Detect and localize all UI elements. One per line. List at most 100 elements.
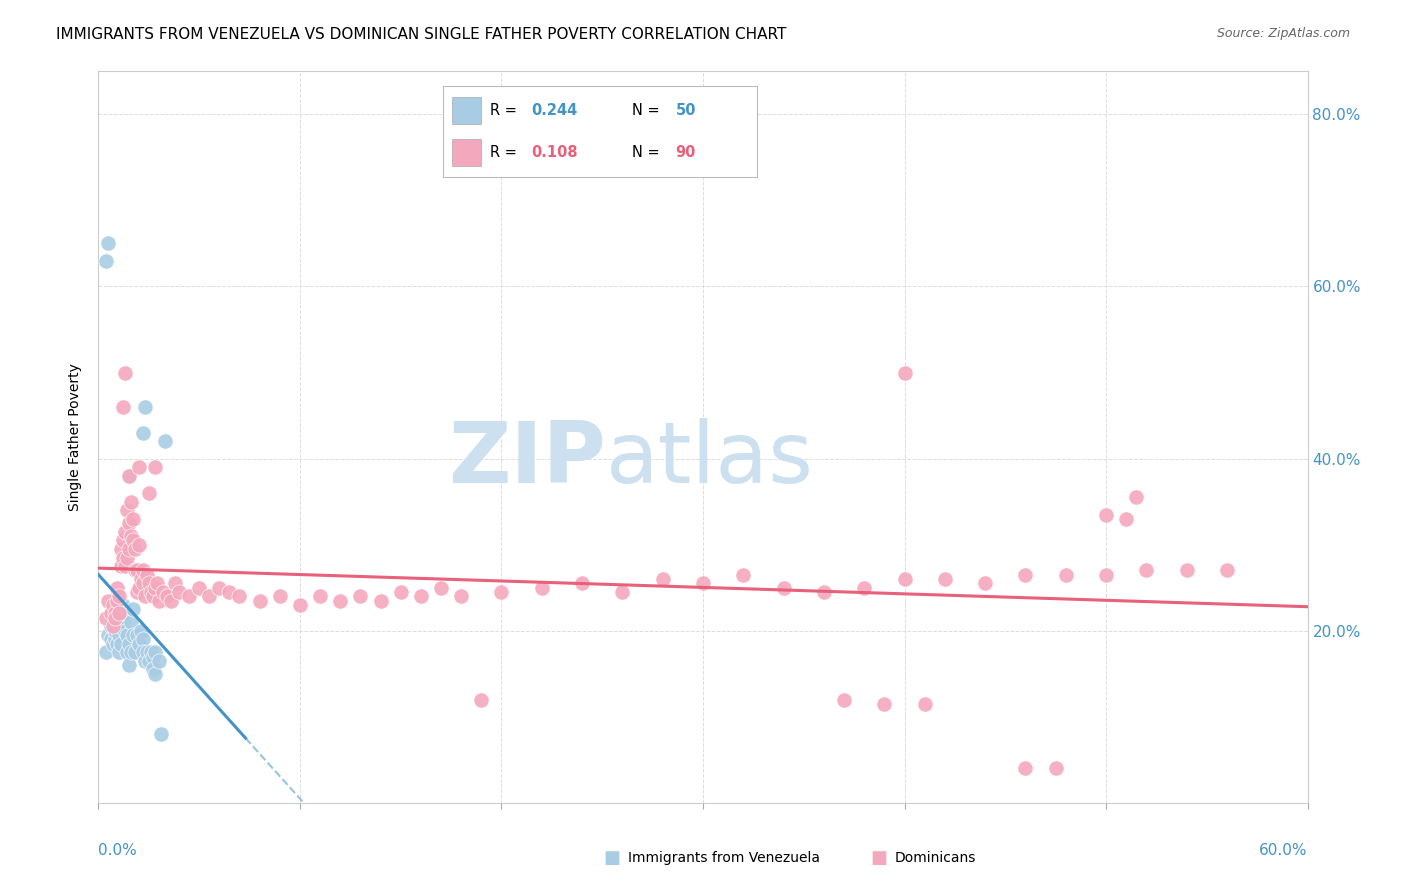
Point <box>118 516 141 530</box>
Point <box>148 654 170 668</box>
Text: 0.0%: 0.0% <box>98 843 138 858</box>
Point <box>651 572 673 586</box>
Point <box>111 598 134 612</box>
Point <box>288 598 311 612</box>
Point <box>111 550 134 565</box>
Point <box>110 619 132 633</box>
Point <box>470 692 492 706</box>
Point <box>198 589 221 603</box>
Point <box>370 593 392 607</box>
Point <box>101 619 124 633</box>
Point <box>132 425 155 440</box>
Point <box>125 564 148 578</box>
Point <box>121 628 143 642</box>
Point <box>692 576 714 591</box>
Point <box>733 567 755 582</box>
Point <box>114 559 136 574</box>
Point <box>156 589 179 603</box>
Point <box>118 541 141 556</box>
Point <box>111 400 134 414</box>
Point <box>309 589 332 603</box>
Point <box>138 576 160 591</box>
Point <box>135 645 157 659</box>
Point <box>125 628 148 642</box>
Point <box>97 628 120 642</box>
Point <box>110 559 132 574</box>
Point <box>121 602 143 616</box>
Text: Dominicans: Dominicans <box>894 851 976 865</box>
Point <box>612 585 634 599</box>
Point <box>430 581 453 595</box>
Point <box>1054 567 1077 582</box>
Point <box>100 619 122 633</box>
Point <box>110 541 132 556</box>
Point <box>329 593 352 607</box>
Point <box>111 615 134 629</box>
Point <box>100 607 122 621</box>
Point <box>105 615 128 629</box>
Text: 60.0%: 60.0% <box>1260 843 1308 858</box>
Point <box>934 572 956 586</box>
Point <box>128 538 150 552</box>
Text: ■: ■ <box>870 849 887 867</box>
Point <box>105 581 128 595</box>
Point <box>105 589 128 603</box>
Text: IMMIGRANTS FROM VENEZUELA VS DOMINICAN SINGLE FATHER POVERTY CORRELATION CHART: IMMIGRANTS FROM VENEZUELA VS DOMINICAN S… <box>56 27 786 42</box>
Text: atlas: atlas <box>606 417 814 500</box>
Point <box>110 637 132 651</box>
Point <box>115 503 138 517</box>
Point <box>188 581 211 595</box>
Point <box>134 589 156 603</box>
Point <box>124 645 146 659</box>
Point <box>120 529 142 543</box>
Point <box>129 624 152 638</box>
Point <box>389 585 412 599</box>
Point <box>1125 491 1147 505</box>
Point <box>97 236 120 251</box>
Point <box>1095 567 1118 582</box>
Point <box>142 662 165 676</box>
Point <box>132 645 155 659</box>
Point <box>111 533 134 548</box>
Point <box>107 645 129 659</box>
Point <box>1175 564 1198 578</box>
Point <box>143 460 166 475</box>
Point <box>107 589 129 603</box>
Point <box>142 589 165 603</box>
Point <box>873 697 896 711</box>
Point <box>103 624 125 638</box>
Point <box>146 576 169 591</box>
Point <box>1135 564 1157 578</box>
Point <box>103 632 125 647</box>
Point <box>114 624 136 638</box>
Point <box>893 572 915 586</box>
Point <box>120 645 142 659</box>
Point <box>491 585 513 599</box>
Point <box>134 400 156 414</box>
Point <box>914 697 936 711</box>
Point <box>115 628 138 642</box>
Point <box>249 593 271 607</box>
Point <box>101 607 124 621</box>
Point <box>105 593 128 607</box>
Point <box>1095 508 1118 522</box>
Point <box>132 564 155 578</box>
Point <box>163 576 186 591</box>
Point <box>772 581 794 595</box>
Point <box>138 654 160 668</box>
Point <box>107 611 129 625</box>
Text: ■: ■ <box>603 849 620 867</box>
Point <box>269 589 291 603</box>
Point <box>143 666 166 681</box>
Point <box>153 434 176 449</box>
Point <box>208 581 231 595</box>
Y-axis label: Single Father Poverty: Single Father Poverty <box>69 363 83 511</box>
Text: ZIP: ZIP <box>449 417 606 500</box>
Point <box>149 727 172 741</box>
Point <box>100 632 122 647</box>
Point <box>118 658 141 673</box>
Point <box>128 581 150 595</box>
Point <box>118 468 141 483</box>
Point <box>138 486 160 500</box>
Point <box>450 589 472 603</box>
